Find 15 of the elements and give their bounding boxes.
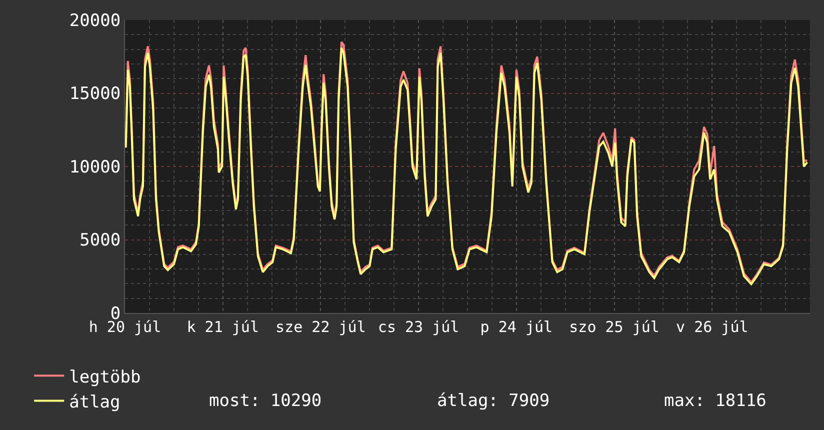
y-tick-label: 20000	[69, 10, 121, 31]
y-tick-label: 5000	[80, 230, 121, 251]
text: most: 10290	[209, 391, 322, 411]
x-tick-label: szo 25 júl	[569, 318, 660, 336]
text: max: 18116	[664, 391, 766, 411]
x-tick-label: k 21 júl	[186, 318, 259, 336]
x-tick-label: sze 22 júl	[276, 318, 366, 336]
y-tick-label: 15000	[69, 84, 121, 104]
x-tick-label: p 24 júl	[480, 318, 553, 336]
legend-label: átlag	[69, 392, 120, 412]
text: átlag: 7909	[437, 391, 550, 411]
x-tick-label: cs 23 júl	[378, 318, 460, 336]
x-tick-label: v 26 júl	[676, 318, 748, 336]
y-tick-label: 10000	[69, 157, 121, 178]
legend-label: legtöbb	[69, 367, 141, 388]
